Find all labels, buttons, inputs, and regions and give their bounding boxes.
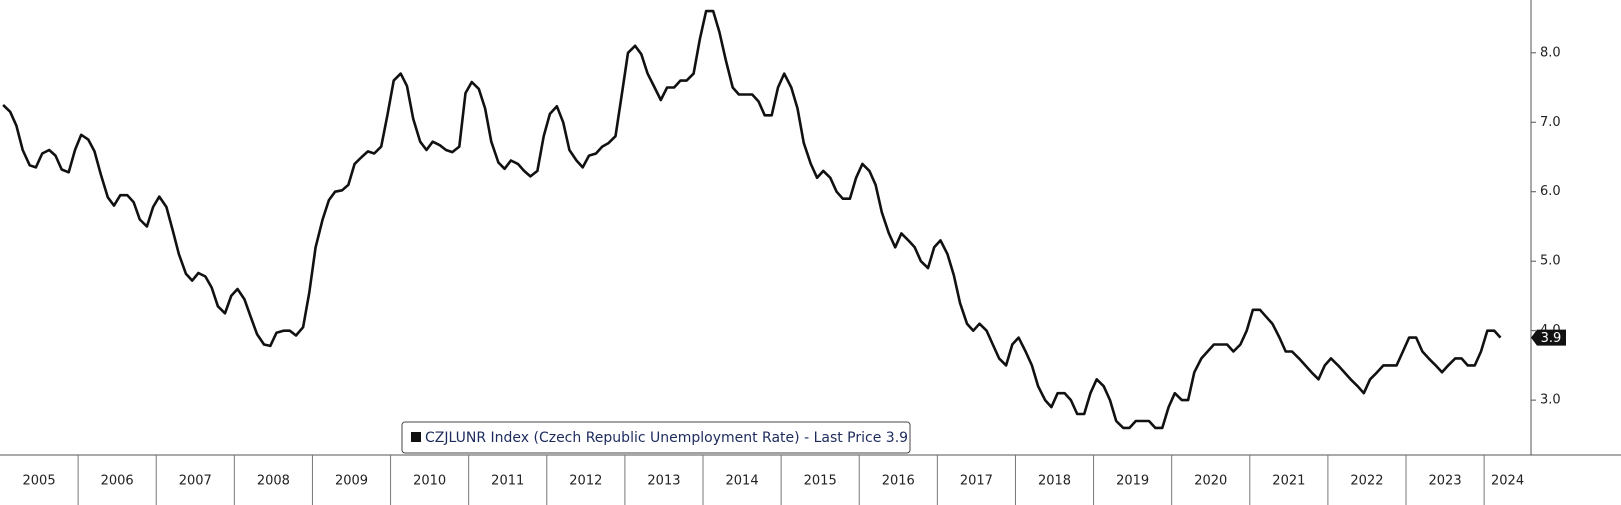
legend: CZJLUNR Index (Czech Republic Unemployme… [401,421,911,454]
x-tick-label: 2024 [1491,474,1524,489]
x-tick-label: 2018 [1038,474,1071,489]
last-value-label: 3.9 [1541,331,1562,346]
legend-label: CZJLUNR Index (Czech Republic Unemployme… [425,430,908,446]
legend-swatch [411,432,421,442]
x-tick-label: 2015 [804,474,837,489]
y-tick-label: 6.0 [1540,184,1561,199]
x-tick-label: 2014 [726,474,759,489]
x-tick-label: 2007 [179,474,212,489]
x-tick-label: 2019 [1116,474,1149,489]
x-tick-label: 2011 [491,474,524,489]
last-value-tag [1531,329,1566,346]
x-tick-label: 2012 [569,474,602,489]
y-tick-label: 7.0 [1540,115,1561,130]
x-tick-label: 2010 [413,474,446,489]
x-tick-label: 2017 [960,474,993,489]
x-tick-label: 2006 [101,474,134,489]
x-tick-label: 2021 [1272,474,1305,489]
x-tick-label: 2022 [1350,474,1383,489]
x-tick-label: 2008 [257,474,290,489]
y-tick-label: 3.0 [1540,393,1561,408]
series-line [2,9,1502,430]
x-tick-label: 2020 [1194,474,1227,489]
x-tick-label: 2005 [23,474,56,489]
y-tick-label: 5.0 [1540,254,1561,269]
y-tick-label: 8.0 [1540,45,1561,60]
x-tick-label: 2023 [1429,474,1462,489]
x-tick-label: 2009 [335,474,368,489]
x-tick-label: 2013 [647,474,680,489]
x-tick-label: 2016 [882,474,915,489]
legend-box [401,421,911,454]
